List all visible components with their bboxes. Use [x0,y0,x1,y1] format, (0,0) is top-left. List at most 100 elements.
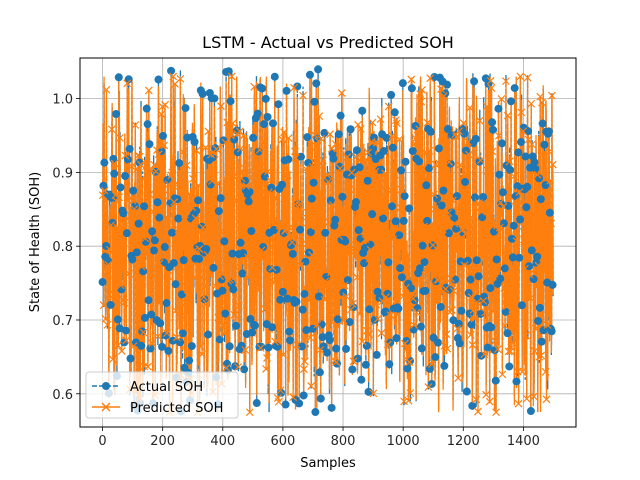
predicted-soh-point [503,111,512,120]
actual-soh-point [390,108,399,117]
predicted-soh-point [392,119,401,128]
actual-soh-point [155,213,164,222]
predicted-soh-point [125,269,133,278]
predicted-soh-point [312,142,321,151]
actual-soh-point [477,351,486,360]
predicted-soh-point [135,152,144,161]
actual-soh-point [301,257,310,266]
predicted-soh-point [113,223,122,232]
predicted-soh-point [523,73,532,82]
predicted-soh-point [176,74,185,83]
actual-soh-point [225,342,234,351]
predicted-soh-point [365,254,374,263]
actual-soh-point [471,134,480,143]
predicted-soh-point [520,235,528,244]
predicted-soh-point [401,339,409,348]
actual-soh-point [443,80,452,89]
predicted-soh-point [172,333,181,342]
actual-soh-point [144,296,153,305]
predicted-soh-point [337,89,346,98]
actual-soh-point [314,65,323,74]
actual-soh-point [314,292,323,301]
actual-soh-point [284,155,293,164]
predicted-soh-point [216,272,225,281]
actual-soh-point [167,228,176,237]
predicted-soh-point [458,225,467,234]
predicted-soh-point [366,245,375,254]
predicted-soh-point [353,273,362,282]
predicted-soh-point [179,148,188,156]
actual-soh-point [468,401,477,410]
actual-soh-point [402,337,411,346]
actual-soh-point [318,333,327,342]
predicted-soh-point [483,102,491,111]
predicted-soh-point [520,264,529,273]
actual-soh-point [467,320,476,329]
actual-soh-point [220,237,229,246]
predicted-soh-point [276,386,285,395]
predicted-soh-point [219,227,228,236]
actual-soh-point [498,188,507,197]
predicted-soh-point [102,85,111,94]
predicted-soh-point [209,247,218,255]
predicted-soh-point [242,182,251,191]
actual-soh-point [397,166,406,175]
actual-soh-point [398,79,407,88]
actual-soh-point [304,158,313,167]
predicted-soh-point [356,124,365,133]
actual-soh-point [450,214,459,223]
predicted-soh-point [492,408,500,417]
actual-soh-point [249,133,258,142]
predicted-soh-point [476,156,485,165]
actual-soh-point [112,109,121,118]
predicted-soh-point [545,147,554,156]
predicted-soh-point [541,367,550,376]
predicted-soh-point [478,234,487,243]
actual-soh-point [190,137,199,146]
actual-soh-point [478,213,487,222]
predicted-soh-point [413,131,422,140]
actual-soh-point [317,320,326,329]
actual-soh-point [426,127,435,136]
predicted-soh-point [153,332,162,341]
predicted-soh-point [464,138,473,146]
predicted-soh-point [303,208,312,217]
predicted-soh-point [222,363,231,372]
actual-soh-point [175,159,184,168]
predicted-soh-point [332,358,341,366]
predicted-soh-point [499,202,508,211]
actual-soh-point [407,84,416,93]
predicted-soh-point [406,389,415,398]
predicted-soh-point [346,305,355,314]
actual-soh-point [403,364,412,373]
predicted-soh-point [504,347,513,356]
predicted-soh-point [256,344,265,352]
actual-soh-point [515,253,524,262]
predicted-soh-point [283,171,292,180]
actual-soh-point [158,342,167,351]
actual-soh-point [300,290,309,299]
actual-soh-point [338,192,347,201]
actual-soh-point [334,130,343,139]
predicted-soh-point [481,308,490,317]
predicted-soh-point [316,345,325,354]
predicted-soh-point [510,172,518,181]
predicted-soh-point [122,336,131,345]
predicted-soh-point [199,293,208,301]
actual-soh-point [360,259,369,268]
predicted-soh-point [375,239,384,248]
actual-soh-point [204,330,213,339]
plot-frame [79,57,577,428]
actual-soh-point [384,258,393,267]
actual-soh-point [140,202,149,211]
predicted-soh-point [280,128,289,137]
actual-soh-point [295,399,304,408]
predicted-soh-point [255,145,264,154]
predicted-soh-point [137,262,146,271]
predicted-soh-point [327,268,335,277]
predicted-soh-point [117,347,126,355]
actual-soh-point [306,228,315,237]
predicted-soh-point [507,343,516,352]
predicted-soh-point [537,351,546,360]
